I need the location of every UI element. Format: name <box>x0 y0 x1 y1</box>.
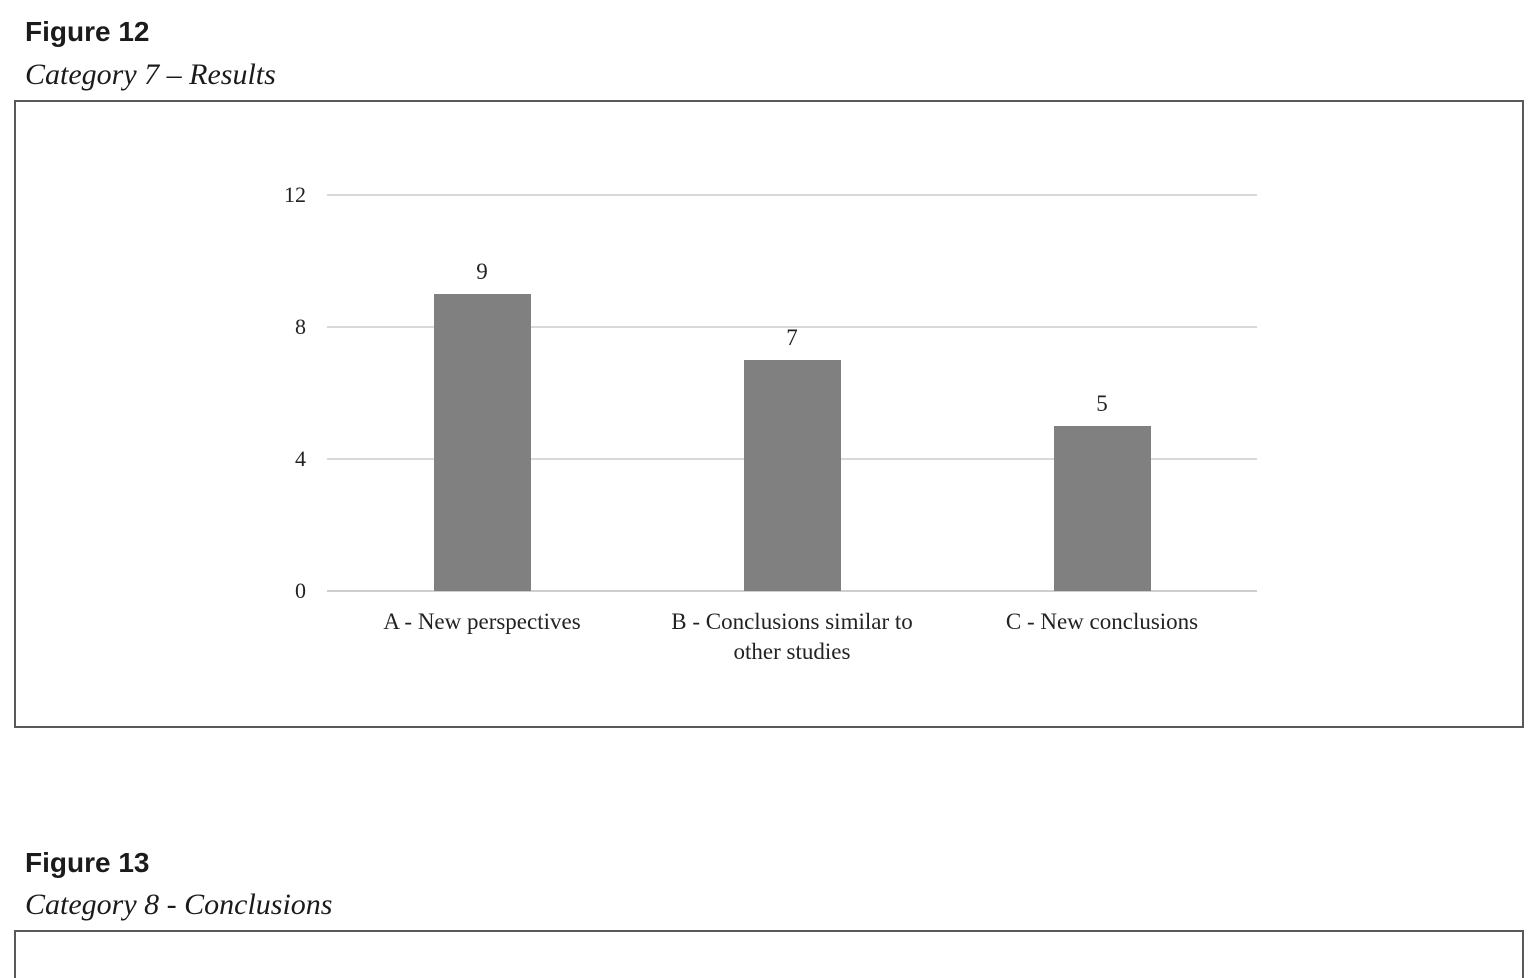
category-label: B - Conclusions similar to other studies <box>671 609 913 664</box>
bar <box>1053 426 1151 591</box>
figure-12-bar-chart: 0 4 8 12 9 A - New perspectives 7 B - Conclusio… <box>284 182 1257 664</box>
bar-value-label: 7 <box>786 325 798 350</box>
category-label: C - New conclusions <box>1005 609 1199 634</box>
bar <box>433 294 531 591</box>
y-gridline <box>327 326 1257 328</box>
y-tick-label: 12 <box>284 182 306 207</box>
figure-12-chart-frame: 0 4 8 12 9 A - New perspectives 7 B - Conclusio… <box>14 100 1524 728</box>
category-label: A - New perspectives <box>383 609 581 634</box>
figure-13-chart-frame <box>14 930 1524 978</box>
y-tick-label: 0 <box>295 578 306 603</box>
figure-13-caption: Category 8 - Conclusions <box>25 888 333 921</box>
bar <box>743 360 841 591</box>
x-axis-line <box>327 590 1257 592</box>
figure-12-caption: Category 7 – Results <box>25 58 276 91</box>
bar-value-label: 5 <box>1096 391 1108 416</box>
y-tick-label: 4 <box>295 446 306 471</box>
bar-value-label: 9 <box>476 259 488 284</box>
y-tick-label: 8 <box>295 314 306 339</box>
y-gridline <box>327 194 1257 196</box>
figure-12-label: Figure 12 <box>25 16 150 47</box>
figure-13-label: Figure 13 <box>25 847 150 878</box>
